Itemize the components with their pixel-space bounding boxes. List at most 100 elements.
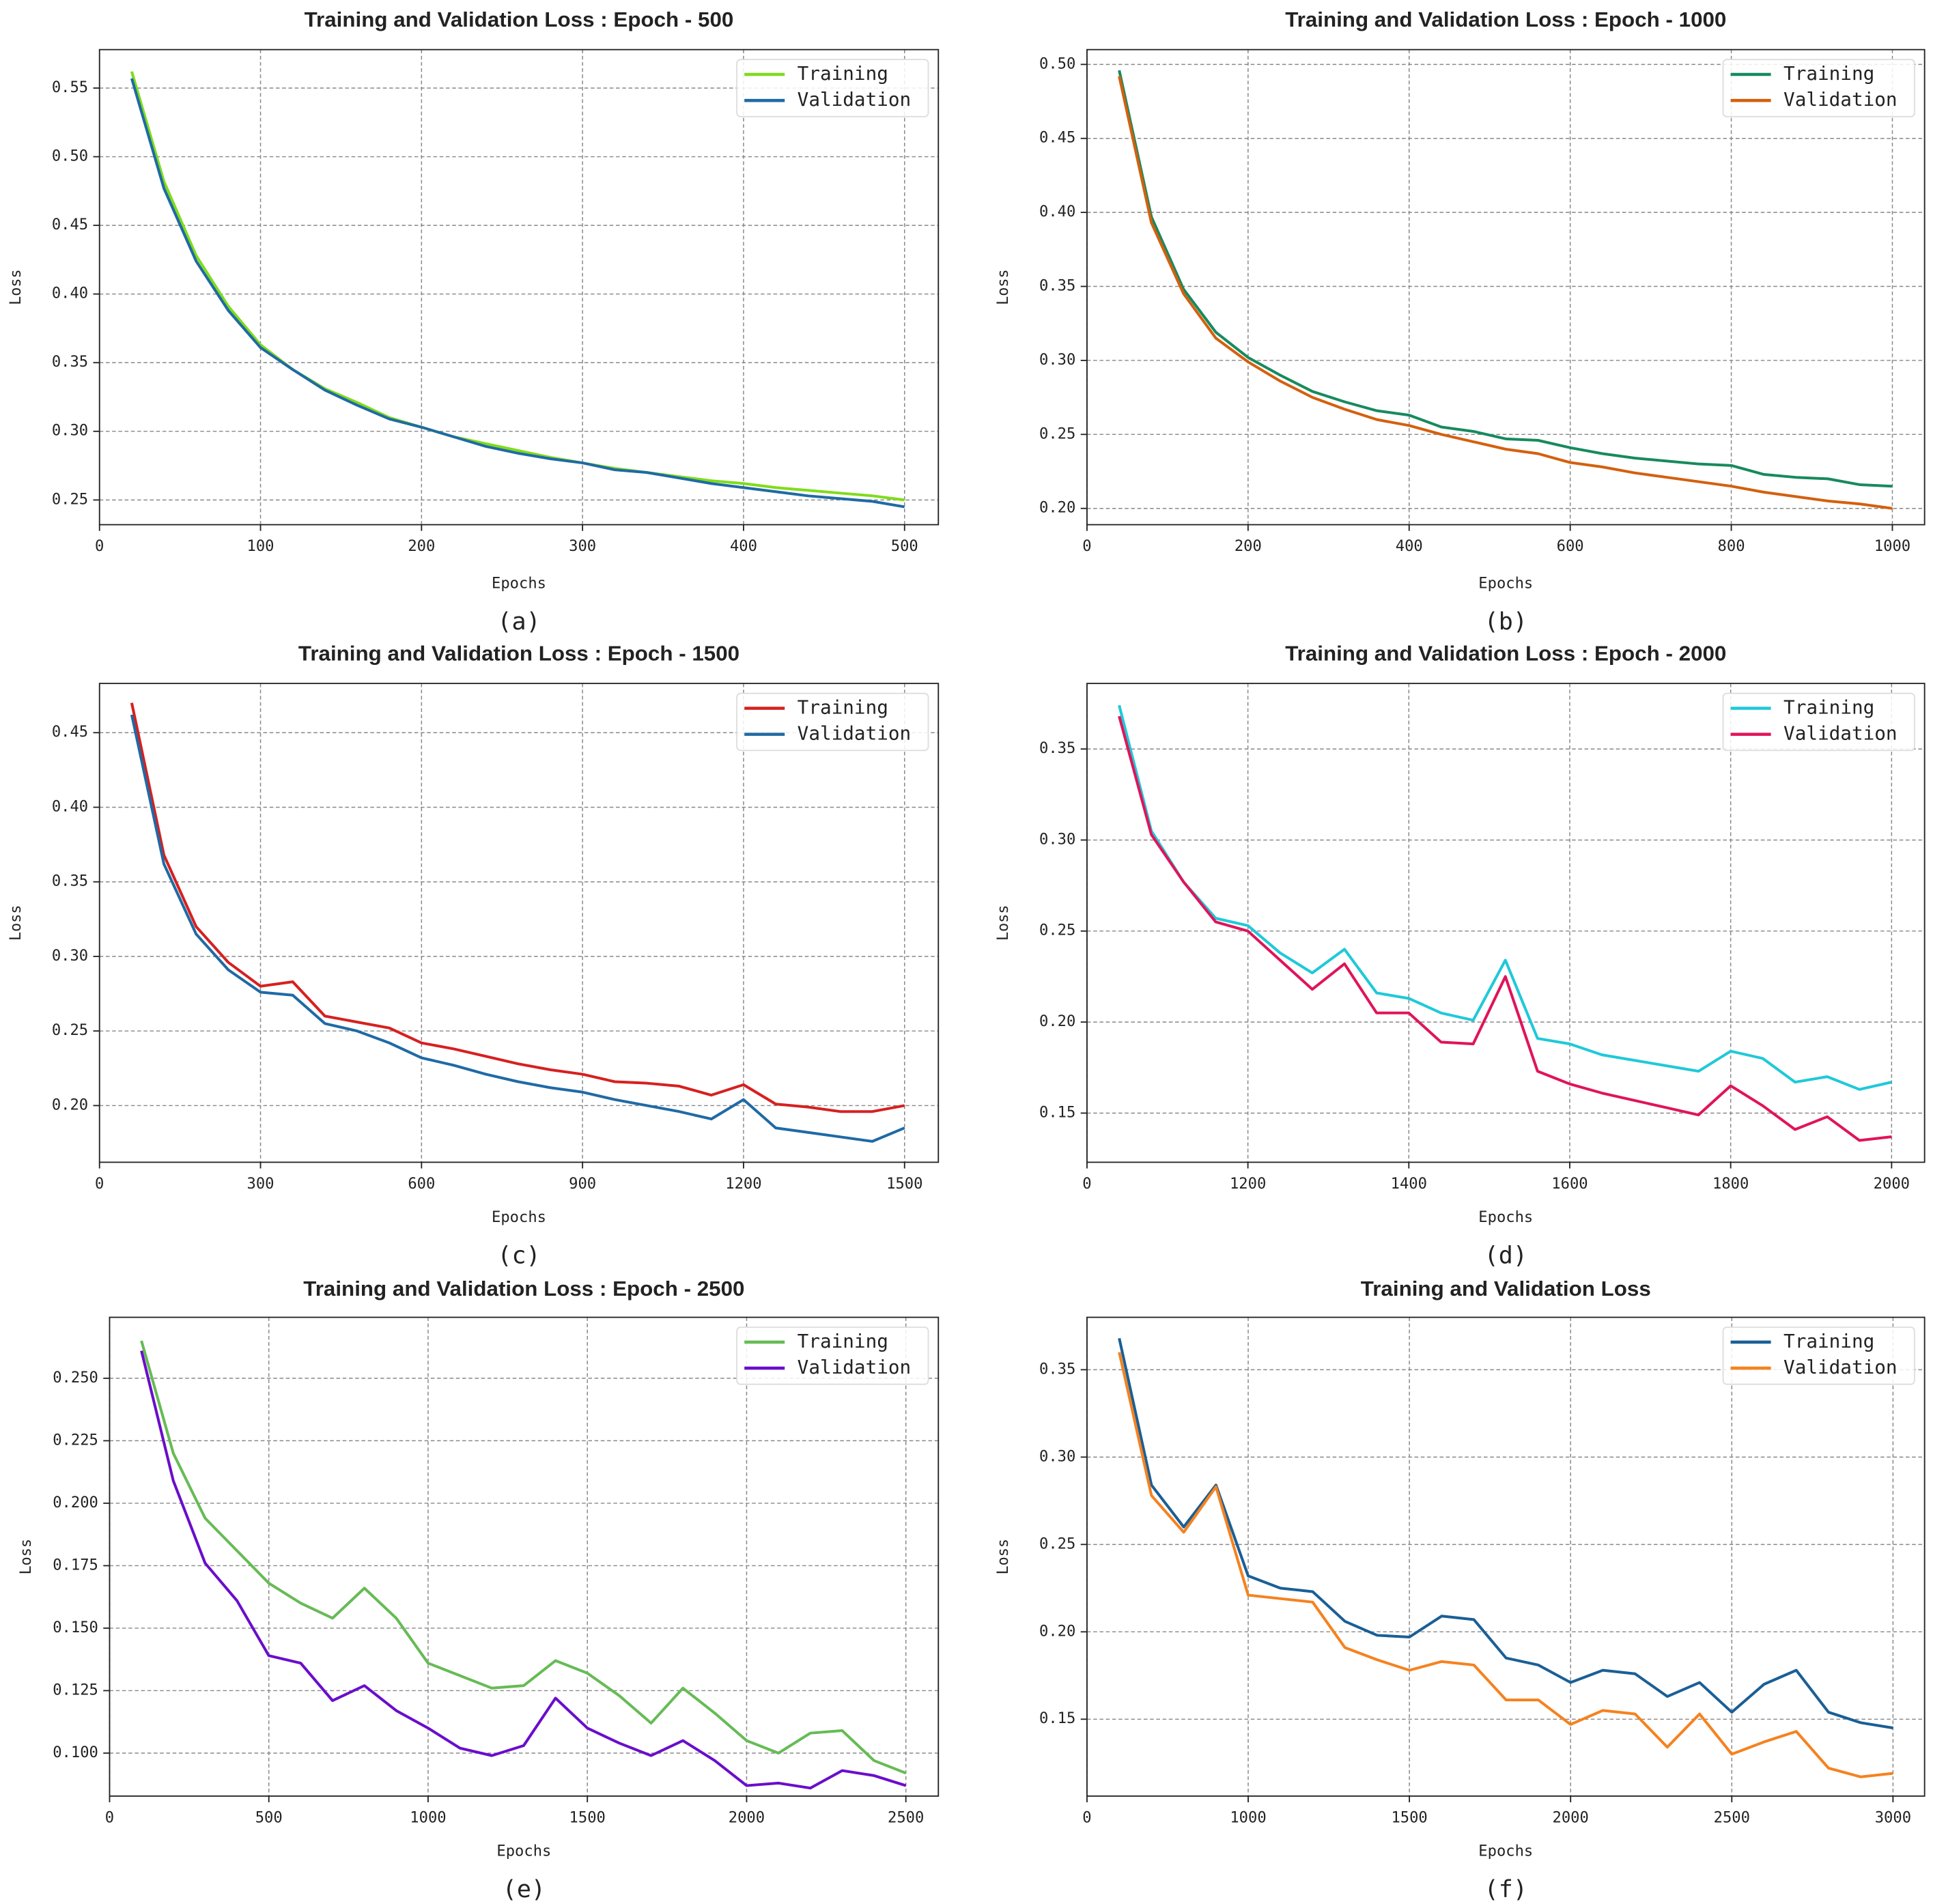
- plot-area: [1086, 1317, 1925, 1796]
- y-tick-label: 0.35: [1039, 278, 1075, 295]
- x-tick-label: 1500: [1391, 1810, 1427, 1827]
- x-tick-label: 400: [730, 538, 757, 555]
- x-tick-label: 1500: [886, 1176, 922, 1193]
- y-tick-label: 0.35: [1039, 1361, 1075, 1378]
- y-tick-label: 0.125: [53, 1682, 98, 1699]
- x-tick-label: 800: [1718, 538, 1745, 555]
- x-axis-label: Epochs: [492, 1209, 546, 1226]
- legend-label: Training: [1783, 1331, 1874, 1352]
- x-tick-label: 0: [1082, 1176, 1091, 1193]
- y-tick-label: 0.40: [1039, 203, 1075, 221]
- y-tick-label: 0.25: [52, 491, 88, 508]
- x-tick-label: 500: [255, 1810, 283, 1827]
- x-tick-label: 600: [408, 1176, 435, 1193]
- x-tick-label: 1600: [1551, 1176, 1588, 1193]
- plot-frame: [1086, 683, 1926, 1163]
- series-line: [1118, 705, 1892, 1091]
- series-line: [130, 702, 905, 1113]
- series-line: [140, 1340, 907, 1775]
- y-axis-label: Loss: [995, 269, 1012, 305]
- x-tick-label: 400: [1396, 538, 1423, 555]
- x-tick-label: 3000: [1875, 1810, 1911, 1827]
- legend-label: Validation: [798, 724, 912, 745]
- y-tick-label: 0.30: [1039, 352, 1075, 369]
- panel-caption: (c): [497, 1242, 540, 1270]
- y-tick-label: 0.35: [52, 873, 88, 890]
- panel-caption: (e): [503, 1876, 546, 1903]
- chart-panel: 0 200 400 600 800 1000 0.20 0.25 0.30 0.35 0.40 0.4…: [995, 8, 1926, 636]
- chart-title: Training and Validation Loss: [1361, 1277, 1651, 1301]
- x-axis-label: Epochs: [1478, 1209, 1533, 1226]
- y-tick-label: 0.20: [1039, 1623, 1075, 1640]
- y-tick-label: 0.25: [1039, 922, 1075, 939]
- chart-panel: 0 100 200 300 400 500 0.25 0.30 0.35 0.40 0.45 0.50…: [8, 8, 940, 636]
- legend-label: Validation: [1783, 89, 1898, 111]
- x-tick-label: 300: [247, 1176, 274, 1193]
- y-tick-label: 0.225: [53, 1432, 98, 1449]
- legend-label: Validation: [1783, 724, 1898, 745]
- y-tick-label: 0.20: [1039, 500, 1075, 517]
- x-tick-label: 0: [95, 1176, 104, 1193]
- series-line: [1118, 76, 1893, 510]
- plot-area: [99, 49, 939, 525]
- y-tick-label: 0.20: [1039, 1013, 1075, 1030]
- x-tick-label: 500: [891, 538, 918, 555]
- legend-label: Training: [1783, 63, 1874, 85]
- x-axis-label: Epochs: [496, 1843, 551, 1860]
- x-axis-label: Epochs: [1478, 576, 1533, 593]
- chart-title: Training and Validation Loss : Epoch - 2…: [1285, 642, 1726, 666]
- y-tick-label: 0.35: [1039, 740, 1075, 757]
- chart-title: Training and Validation Loss : Epoch - 2…: [303, 1277, 744, 1301]
- y-tick-label: 0.30: [1039, 832, 1075, 849]
- y-tick-label: 0.250: [53, 1369, 98, 1387]
- y-tick-label: 0.150: [53, 1619, 98, 1636]
- y-tick-label: 0.25: [52, 1022, 88, 1039]
- series-line: [140, 1350, 907, 1790]
- legend-label: Training: [1783, 698, 1874, 719]
- plot-area: [1086, 683, 1925, 1163]
- chart-panel: 0 300 600 900 1200 1500 0.20 0.25 0.30 0.35 0.40 0.…: [8, 642, 940, 1270]
- chart-panel: 0 1000 1500 2000 2500 3000 0.15 0.20 0.25 0.30 0.3…: [995, 1277, 1926, 1903]
- x-axis-label: Epochs: [1478, 1843, 1533, 1860]
- series-line: [130, 714, 905, 1143]
- panel-caption: (b): [1484, 608, 1527, 636]
- chart-title: Training and Validation Loss : Epoch - 1…: [298, 642, 739, 666]
- y-tick-label: 0.200: [53, 1494, 98, 1511]
- y-tick-label: 0.55: [52, 79, 88, 96]
- chart-title: Training and Validation Loss : Epoch - 5…: [305, 8, 734, 31]
- y-axis-label: Loss: [995, 1539, 1012, 1575]
- y-axis-label: Loss: [995, 905, 1012, 941]
- x-tick-label: 900: [569, 1176, 596, 1193]
- chart-title: Training and Validation Loss : Epoch - 1…: [1285, 8, 1726, 31]
- plot-frame: [98, 683, 940, 1163]
- x-tick-label: 200: [1235, 538, 1262, 555]
- x-tick-label: 0: [1082, 1810, 1091, 1827]
- legend-label: Training: [798, 63, 888, 85]
- y-tick-label: 0.50: [1039, 55, 1075, 72]
- y-tick-label: 0.30: [52, 423, 88, 440]
- y-axis-label: Loss: [8, 269, 25, 305]
- y-axis-label: Loss: [8, 905, 25, 941]
- plot-area: [109, 1317, 939, 1796]
- y-tick-label: 0.40: [52, 285, 88, 302]
- x-tick-label: 2500: [888, 1810, 924, 1827]
- x-tick-label: 1000: [410, 1810, 446, 1827]
- x-tick-label: 1400: [1391, 1176, 1427, 1193]
- y-tick-label: 0.175: [53, 1557, 98, 1574]
- legend-label: Validation: [1783, 1357, 1898, 1378]
- x-tick-label: 0: [105, 1810, 114, 1827]
- x-tick-label: 1200: [1230, 1176, 1266, 1193]
- x-tick-label: 600: [1557, 538, 1584, 555]
- series-line: [1118, 1352, 1893, 1778]
- x-tick-label: 1000: [1230, 1810, 1266, 1827]
- plot-area: [99, 683, 939, 1163]
- x-tick-label: 1200: [725, 1176, 761, 1193]
- y-tick-label: 0.100: [53, 1744, 98, 1761]
- x-tick-label: 100: [247, 538, 274, 555]
- plot-area: [1086, 49, 1925, 525]
- y-axis-label: Loss: [18, 1539, 35, 1575]
- x-tick-label: 0: [95, 538, 104, 555]
- y-tick-label: 0.35: [52, 354, 88, 371]
